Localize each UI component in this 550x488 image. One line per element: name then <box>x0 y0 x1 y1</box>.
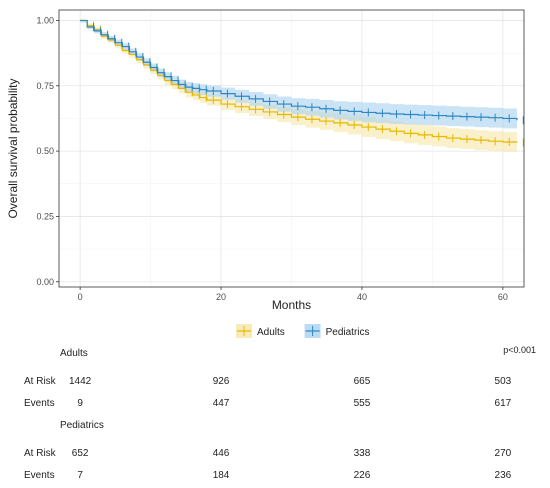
legend-label: Adults <box>257 327 285 338</box>
risk-value: 226 <box>353 470 371 481</box>
legend-label: Pediatrics <box>326 327 370 338</box>
risk-value: 338 <box>353 448 371 459</box>
risk-value: 503 <box>494 376 512 387</box>
plot-border <box>58 9 525 288</box>
survival-curves <box>80 19 524 147</box>
legend: Adults Pediatrics <box>236 324 370 338</box>
risk-value: 617 <box>494 398 512 409</box>
risk-value: 555 <box>353 398 371 409</box>
p-value: p<0.001 <box>503 345 536 355</box>
risk-value: 270 <box>494 448 512 459</box>
y-tick-label: 0.00 <box>36 277 54 287</box>
risk-value: 652 <box>71 448 89 459</box>
risk-value: 7 <box>77 470 83 481</box>
confidence-band-adults <box>80 20 517 153</box>
y-tick-label: 0.50 <box>36 146 54 156</box>
x-tick-label: 60 <box>498 292 508 302</box>
risk-value: 447 <box>212 398 230 409</box>
risk-value: 665 <box>353 376 371 387</box>
x-axis-ticks: 0 20 40 60 <box>78 287 508 302</box>
risk-row-label: Events <box>24 398 55 409</box>
risk-value: 184 <box>212 470 230 481</box>
legend-key-adults <box>236 324 252 338</box>
survival-chart: 0.00 0.25 0.50 0.75 1.00 0 20 40 60 Overall sur… <box>6 9 525 338</box>
series-adults <box>80 19 524 147</box>
risk-row-label: At Risk <box>24 448 56 459</box>
x-tick-label: 0 <box>78 292 83 302</box>
risk-value: 1442 <box>69 376 92 387</box>
risk-value: 926 <box>212 376 230 387</box>
risk-row-label: Events <box>24 470 55 481</box>
curve-pediatrics <box>80 19 518 121</box>
risk-row-label: At Risk <box>24 376 56 387</box>
x-axis-title: Months <box>272 298 311 312</box>
y-tick-label: 0.75 <box>36 81 54 91</box>
risk-value: 446 <box>212 448 230 459</box>
risk-value: 236 <box>494 470 512 481</box>
x-tick-label: 40 <box>357 292 367 302</box>
risk-group-title: Pediatrics <box>60 420 104 431</box>
series-pediatrics <box>80 19 524 125</box>
legend-key-pediatrics <box>304 324 321 338</box>
y-axis-title: Overall survival probability <box>6 78 20 218</box>
risk-group-title: Adults <box>60 348 88 359</box>
confidence-bands <box>80 20 517 153</box>
risk-table: p<0.001 Adults At Risk 1442 926 665 503 Events… <box>0 340 550 488</box>
x-tick-label: 20 <box>216 292 226 302</box>
risk-value: 9 <box>77 398 83 409</box>
confidence-band-pediatrics <box>80 20 517 131</box>
y-axis-ticks: 0.00 0.25 0.50 0.75 1.00 <box>36 15 59 287</box>
y-tick-label: 1.00 <box>36 15 54 25</box>
y-tick-label: 0.25 <box>36 211 54 221</box>
